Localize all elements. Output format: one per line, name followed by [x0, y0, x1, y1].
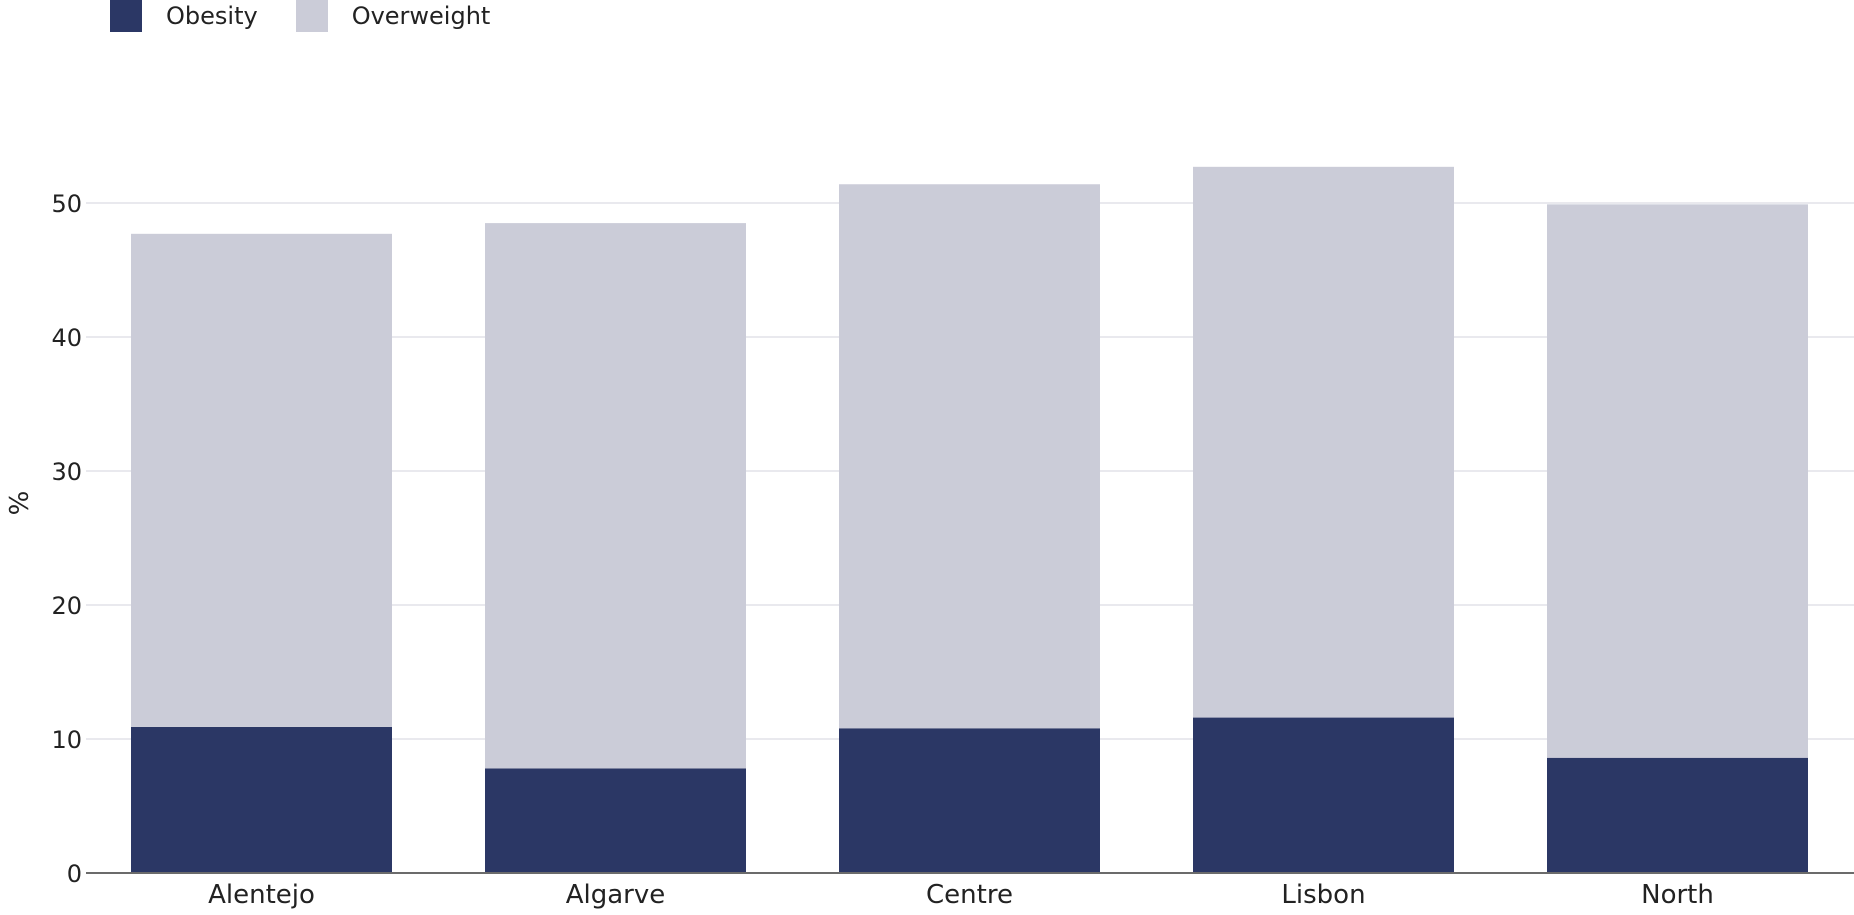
- x-tick-label-centre: Centre: [926, 880, 1013, 910]
- bar-overweight-lisbon[interactable]: [1193, 166, 1454, 718]
- bar-overweight-alentejo[interactable]: [131, 233, 392, 727]
- x-tick-label-algarve: Algarve: [566, 880, 666, 910]
- bar-obesity-alentejo[interactable]: [131, 726, 392, 873]
- bar-obesity-centre[interactable]: [839, 728, 1100, 873]
- x-tick-label-alentejo: Alentejo: [208, 880, 315, 910]
- y-tick-label: 30: [51, 458, 82, 486]
- y-tick-label: 0: [67, 860, 82, 888]
- y-tick-label: 10: [51, 726, 82, 754]
- bars: [131, 166, 1808, 873]
- legend-label-obesity: Obesity: [166, 2, 258, 30]
- legend: Obesity Overweight: [110, 0, 528, 32]
- legend-swatch-overweight: [295, 0, 328, 32]
- legend-label-overweight: Overweight: [351, 2, 491, 30]
- bar-overweight-north[interactable]: [1547, 204, 1808, 758]
- y-axis-title: %: [5, 491, 35, 516]
- y-tick-label: 50: [51, 190, 82, 218]
- bar-overweight-centre[interactable]: [839, 184, 1100, 729]
- bar-obesity-lisbon[interactable]: [1193, 717, 1454, 873]
- bar-obesity-north[interactable]: [1547, 757, 1808, 873]
- axes: 0 10 20 30 40 50 Alentejo Algarve Centre Lisbon No…: [51, 190, 1854, 910]
- legend-swatch-obesity: [110, 0, 142, 32]
- legend-item-obesity[interactable]: Obesity: [110, 0, 258, 32]
- x-tick-label-north: North: [1641, 880, 1714, 910]
- y-tick-label: 40: [51, 324, 82, 352]
- legend-item-overweight[interactable]: Overweight: [295, 0, 491, 32]
- bar-overweight-algarve[interactable]: [485, 223, 746, 769]
- x-tick-label-lisbon: Lisbon: [1281, 880, 1365, 910]
- y-tick-label: 20: [51, 592, 82, 620]
- bar-obesity-algarve[interactable]: [485, 768, 746, 873]
